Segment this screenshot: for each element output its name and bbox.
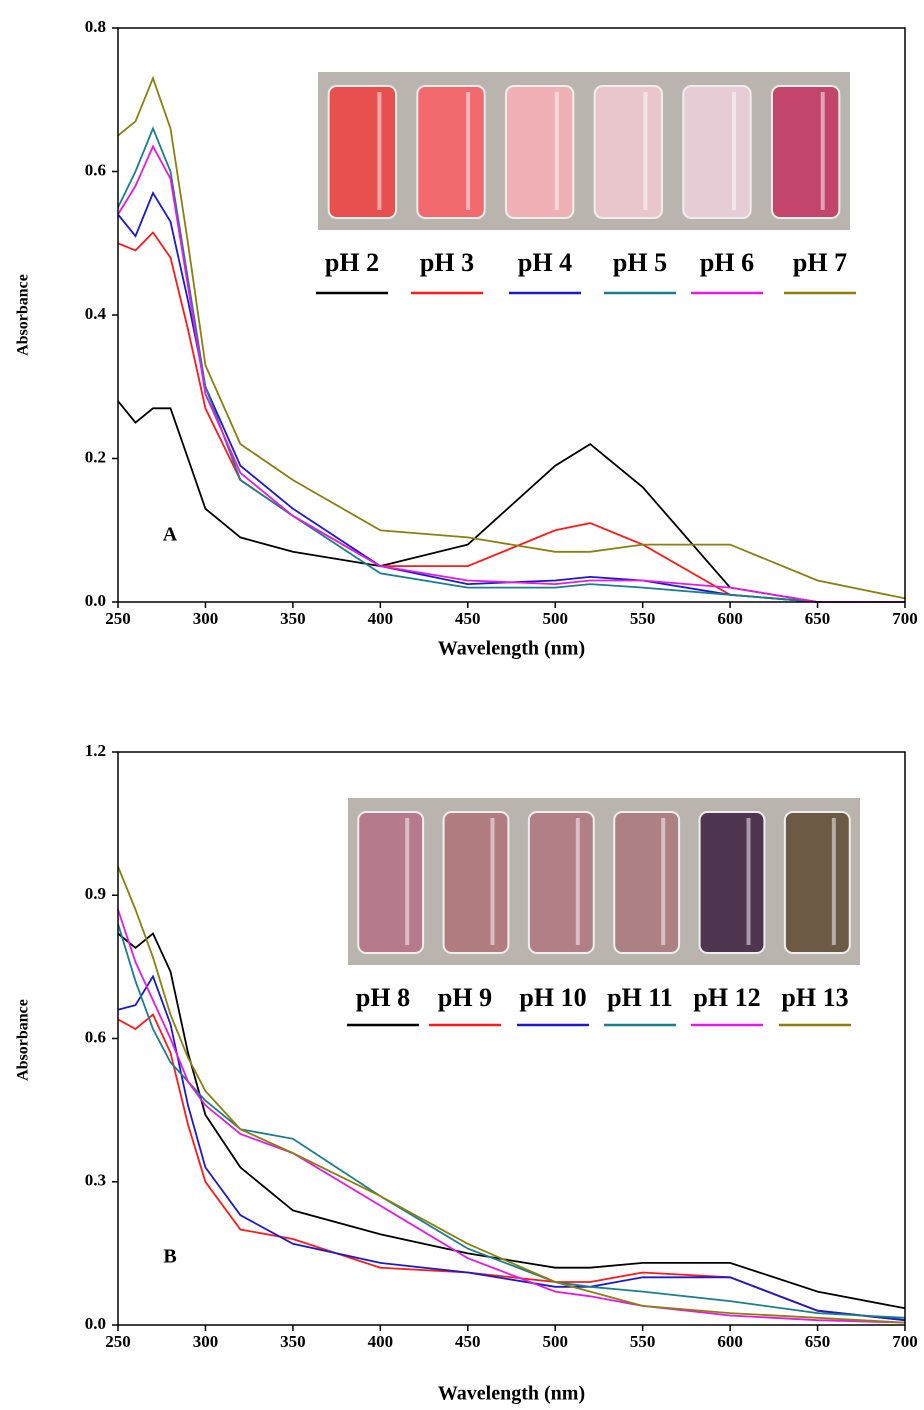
vial bbox=[357, 811, 425, 954]
y-tick-label: 0.0 bbox=[85, 591, 106, 610]
vial-highlight bbox=[466, 92, 471, 210]
x-tick-label: 650 bbox=[805, 1332, 831, 1351]
y-tick-label: 0.0 bbox=[85, 1314, 106, 1333]
photo-background bbox=[348, 798, 860, 965]
x-tick-label: 400 bbox=[368, 609, 394, 628]
vial-highlight bbox=[661, 818, 666, 945]
legend-label: pH 10 bbox=[519, 983, 586, 1012]
y-tick-label: 0.3 bbox=[85, 1171, 106, 1190]
x-tick-label: 350 bbox=[280, 1332, 306, 1351]
legend-label: pH 3 bbox=[420, 248, 474, 277]
x-tick-label: 500 bbox=[542, 609, 568, 628]
legend-label: pH 6 bbox=[700, 248, 754, 277]
legend-label: pH 12 bbox=[693, 983, 760, 1012]
x-tick-label: 300 bbox=[193, 1332, 219, 1351]
series-line bbox=[117, 126, 905, 603]
vial-highlight bbox=[490, 818, 495, 945]
legend-label: pH 13 bbox=[781, 983, 848, 1012]
panel-annotation: A bbox=[163, 524, 178, 546]
y-tick-label: 0.2 bbox=[85, 447, 106, 466]
vial-highlight bbox=[405, 818, 410, 945]
vial bbox=[783, 811, 851, 954]
vial bbox=[770, 85, 841, 219]
x-tick-label: 350 bbox=[280, 609, 306, 628]
legend-label: pH 11 bbox=[607, 983, 673, 1012]
vial-highlight bbox=[643, 92, 648, 210]
legend-label: pH 8 bbox=[356, 983, 410, 1012]
vial bbox=[416, 85, 486, 219]
y-tick-label: 0.4 bbox=[85, 304, 107, 323]
vial-highlight bbox=[831, 818, 836, 945]
series-line bbox=[117, 191, 905, 603]
y-tick-label: 0.6 bbox=[85, 1027, 106, 1046]
x-tick-label: 650 bbox=[805, 609, 831, 628]
legend-label: pH 5 bbox=[613, 248, 667, 277]
photo-background bbox=[318, 72, 850, 230]
x-axis-label: Wavelength (nm) bbox=[438, 1383, 585, 1405]
y-axis-label: Absorbance bbox=[15, 999, 32, 1081]
y-axis-label: Absorbance bbox=[15, 274, 32, 356]
x-tick-label: 450 bbox=[455, 609, 481, 628]
x-axis-label: Wavelength (nm) bbox=[438, 638, 585, 660]
vial bbox=[504, 85, 575, 219]
x-tick-label: 550 bbox=[630, 1332, 656, 1351]
y-tick-label: 0.6 bbox=[85, 160, 106, 179]
vial bbox=[527, 811, 595, 954]
x-tick-label: 500 bbox=[542, 1332, 568, 1351]
x-tick-label: 450 bbox=[455, 1332, 481, 1351]
legend-label: pH 4 bbox=[518, 248, 572, 277]
vial-highlight bbox=[746, 818, 751, 945]
x-tick-label: 550 bbox=[630, 609, 656, 628]
x-tick-label: 250 bbox=[105, 1332, 131, 1351]
vial-highlight bbox=[732, 92, 737, 210]
x-tick-label: 600 bbox=[717, 609, 743, 628]
legend-label: pH 9 bbox=[438, 983, 492, 1012]
vial bbox=[698, 811, 766, 954]
x-tick-label: 700 bbox=[892, 609, 918, 628]
vial bbox=[613, 811, 681, 954]
vial bbox=[593, 85, 664, 219]
x-tick-label: 400 bbox=[368, 1332, 394, 1351]
series-line bbox=[117, 974, 906, 1322]
vial bbox=[682, 85, 752, 219]
series-line bbox=[117, 231, 905, 603]
vial-highlight bbox=[554, 92, 559, 210]
vial bbox=[442, 811, 510, 954]
series-line bbox=[117, 866, 906, 1324]
vial-highlight bbox=[377, 92, 382, 210]
x-tick-label: 600 bbox=[717, 1332, 743, 1351]
series-line bbox=[117, 144, 905, 603]
panel-annotation: B bbox=[163, 1246, 176, 1268]
y-tick-label: 0.9 bbox=[85, 884, 106, 903]
y-tick-label: 0.8 bbox=[85, 17, 106, 36]
series-line bbox=[117, 909, 906, 1324]
x-tick-label: 700 bbox=[892, 1332, 918, 1351]
legend-label: pH 7 bbox=[793, 248, 847, 277]
series-line bbox=[117, 75, 906, 600]
series-line bbox=[117, 932, 906, 1310]
vial-highlight bbox=[820, 92, 825, 210]
legend-label: pH 2 bbox=[325, 248, 379, 277]
x-tick-label: 250 bbox=[105, 609, 131, 628]
vial-highlight bbox=[575, 818, 580, 945]
series-line bbox=[117, 400, 905, 603]
x-tick-label: 300 bbox=[193, 609, 219, 628]
vial bbox=[327, 85, 398, 219]
y-tick-label: 1.2 bbox=[85, 741, 106, 760]
series-line bbox=[117, 923, 906, 1319]
